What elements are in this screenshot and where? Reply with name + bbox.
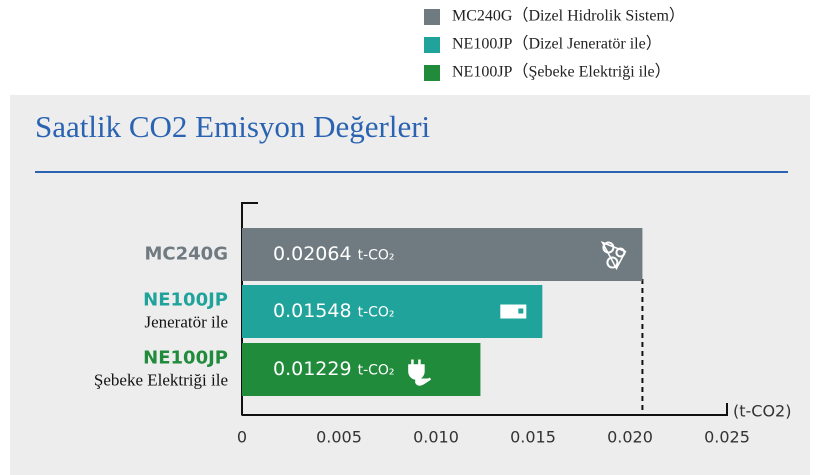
category-label: NE100JP	[143, 348, 228, 369]
legend-swatch	[424, 37, 440, 53]
value-unit: t-CO₂	[358, 248, 395, 264]
bar	[242, 285, 543, 338]
x-tick-label: 0	[237, 428, 247, 447]
value-label: 0.02064	[273, 243, 352, 265]
category-note: Şebeke Elektriği ile	[94, 370, 228, 389]
icon	[500, 304, 527, 319]
x-tick-label: 0.015	[510, 428, 556, 447]
x-tick-label: 0.005	[316, 428, 362, 447]
legend-swatch	[424, 65, 440, 81]
legend-swatch	[424, 9, 440, 25]
icon	[600, 241, 627, 271]
value-label: 0.01229	[273, 358, 352, 380]
legend-label: MC240G（Dizel Hidrolik Sistem）	[452, 7, 685, 25]
value-unit: t-CO₂	[358, 363, 395, 379]
bar	[242, 228, 643, 281]
icon	[606, 256, 619, 269]
icon	[518, 308, 524, 314]
x-tick-label: 0.025	[704, 428, 750, 447]
icon	[408, 359, 432, 386]
category-label: NE100JP	[143, 290, 228, 311]
x-axis-label: (t-CO2)	[733, 402, 791, 421]
bar	[242, 343, 481, 396]
x-tick-label: 0.010	[413, 428, 459, 447]
value-label: 0.01548	[273, 300, 352, 322]
x-tick-label: 0.020	[607, 428, 653, 447]
legend-label: NE100JP（Dizel Jeneratör ile）	[452, 35, 662, 53]
category-label: MC240G	[145, 244, 228, 265]
value-unit: t-CO₂	[358, 305, 395, 321]
chart-title: Saatlik CO2 Emisyon Değerleri	[35, 109, 431, 144]
legend-label: NE100JP（Şebeke Elektriği ile）	[452, 63, 671, 81]
category-note: Jeneratör ile	[144, 312, 228, 331]
